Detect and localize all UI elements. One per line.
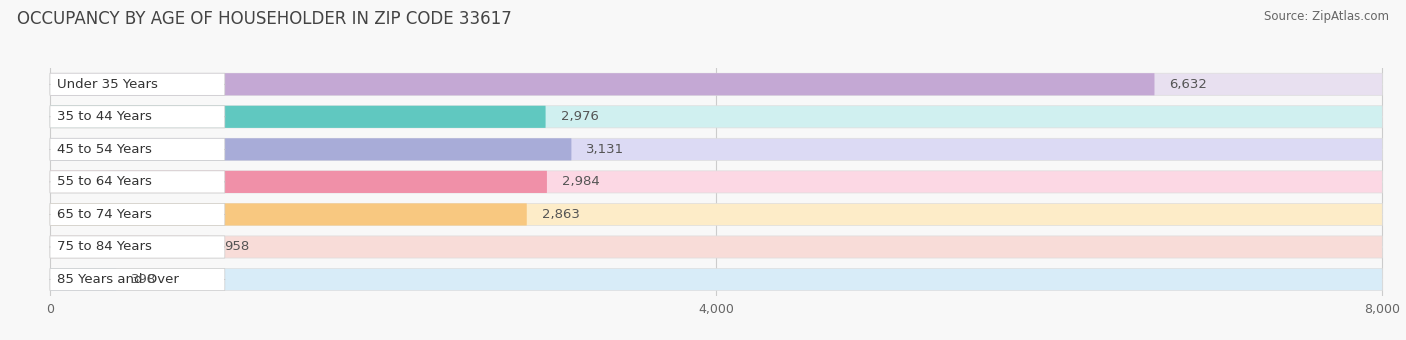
Text: 398: 398 — [131, 273, 156, 286]
FancyBboxPatch shape — [51, 203, 527, 225]
FancyBboxPatch shape — [51, 106, 546, 128]
Text: 2,863: 2,863 — [541, 208, 579, 221]
Text: 2,984: 2,984 — [562, 175, 600, 188]
Text: Source: ZipAtlas.com: Source: ZipAtlas.com — [1264, 10, 1389, 23]
FancyBboxPatch shape — [51, 236, 225, 258]
Text: 2,976: 2,976 — [561, 110, 599, 123]
Text: 85 Years and Over: 85 Years and Over — [56, 273, 179, 286]
Text: 45 to 54 Years: 45 to 54 Years — [56, 143, 152, 156]
FancyBboxPatch shape — [51, 106, 225, 128]
FancyBboxPatch shape — [51, 73, 1382, 95]
Text: 958: 958 — [225, 240, 250, 254]
Text: 6,632: 6,632 — [1170, 78, 1208, 91]
FancyBboxPatch shape — [51, 106, 1382, 128]
FancyBboxPatch shape — [51, 171, 225, 193]
FancyBboxPatch shape — [51, 269, 225, 291]
FancyBboxPatch shape — [51, 236, 209, 258]
FancyBboxPatch shape — [51, 138, 571, 160]
FancyBboxPatch shape — [51, 269, 1382, 291]
FancyBboxPatch shape — [51, 236, 1382, 258]
Text: 65 to 74 Years: 65 to 74 Years — [56, 208, 152, 221]
Text: 3,131: 3,131 — [586, 143, 624, 156]
Text: OCCUPANCY BY AGE OF HOUSEHOLDER IN ZIP CODE 33617: OCCUPANCY BY AGE OF HOUSEHOLDER IN ZIP C… — [17, 10, 512, 28]
Text: 55 to 64 Years: 55 to 64 Years — [56, 175, 152, 188]
FancyBboxPatch shape — [51, 73, 1154, 95]
Text: 75 to 84 Years: 75 to 84 Years — [56, 240, 152, 254]
Text: Under 35 Years: Under 35 Years — [56, 78, 157, 91]
FancyBboxPatch shape — [51, 138, 225, 160]
FancyBboxPatch shape — [51, 73, 225, 95]
FancyBboxPatch shape — [51, 171, 547, 193]
FancyBboxPatch shape — [51, 138, 1382, 160]
FancyBboxPatch shape — [51, 203, 1382, 225]
FancyBboxPatch shape — [51, 269, 117, 291]
FancyBboxPatch shape — [51, 171, 1382, 193]
FancyBboxPatch shape — [51, 203, 225, 225]
Text: 35 to 44 Years: 35 to 44 Years — [56, 110, 152, 123]
